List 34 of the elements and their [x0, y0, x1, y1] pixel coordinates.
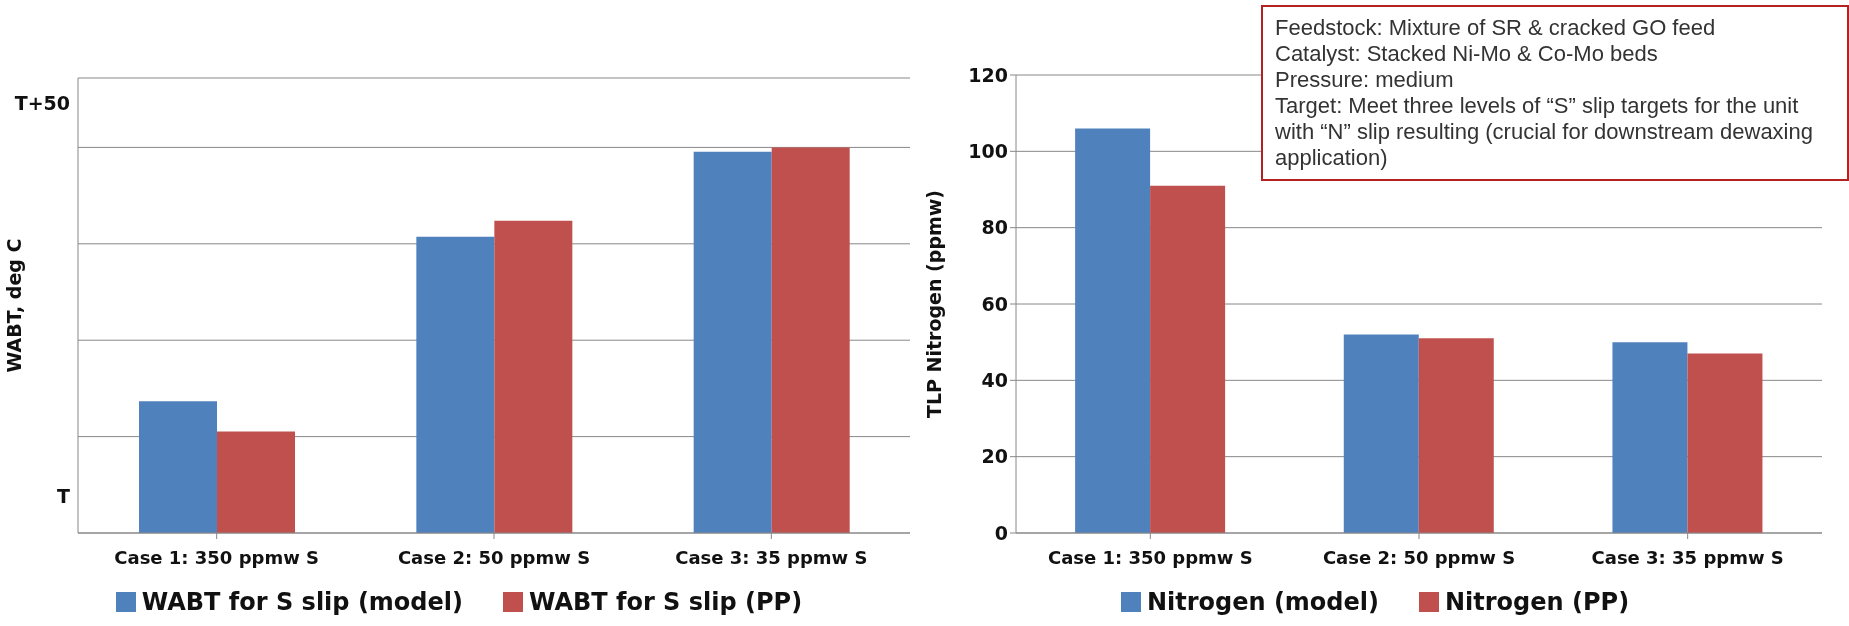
y-axis-title: TLP Nitrogen (ppmw): [922, 189, 945, 419]
x-tick-label: Case 1: 350 ppmw S: [1047, 546, 1253, 568]
bar: [1343, 334, 1419, 533]
bar: [1150, 185, 1226, 533]
legend-label: Nitrogen (model): [1145, 588, 1379, 616]
x-tick-label: Case 2: 50 ppmw S: [397, 546, 591, 568]
x-tick-label: Case 3: 35 ppmw S: [675, 546, 868, 568]
bar: [139, 401, 218, 533]
y-tick-label: 60: [981, 292, 1008, 315]
bar: [1075, 128, 1151, 533]
y-tick-label: 120: [968, 63, 1008, 86]
bar: [771, 147, 850, 533]
text: T+50: [14, 92, 70, 114]
y-tick-label: 20: [981, 445, 1008, 468]
legend-label: WABT for S slip (PP): [528, 588, 803, 616]
y-tick-label: 0: [994, 521, 1008, 544]
x-tick-label: Case 1: 350 ppmw S: [114, 546, 320, 568]
bar: [416, 236, 495, 533]
bar: [1687, 353, 1763, 533]
x-tick-label: Case 2: 50 ppmw S: [1322, 546, 1516, 568]
y-tick-label: 80: [981, 216, 1008, 239]
legend-label: WABT for S slip (model): [140, 588, 463, 616]
bar: [693, 151, 772, 533]
bar: [1612, 342, 1688, 533]
annotation: Feedstock: Mixture of SR & cracked GO feed Catalyst: Stacked Ni-Mo & Co-Mo beds Pressure: medium Target: Meet three levels of “S” slip targets for the unit with “N” slip resulting (crucial for downstream dewaxing application): [1261, 5, 1849, 181]
legend-label: Nitrogen (PP): [1444, 588, 1630, 616]
y-axis-title: WABT, deg C: [2, 238, 25, 373]
text: T: [57, 485, 70, 507]
bar: [217, 431, 296, 533]
y-tick-label: 100: [968, 140, 1008, 163]
y-tick-label: 40: [981, 369, 1008, 392]
bar: [1418, 338, 1494, 533]
x-tick-label: Case 3: 35 ppmw S: [1591, 546, 1784, 568]
bar: [494, 220, 573, 533]
